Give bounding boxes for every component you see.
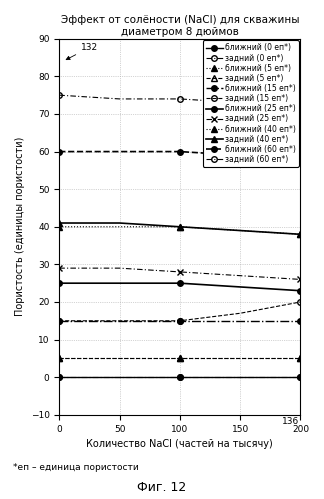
- ближний (15 еп*): [118, 318, 122, 324]
- Y-axis label: Пористость (единицы пористости): Пористость (единицы пористости): [15, 137, 25, 316]
- Line: ближний (40 еп*): ближний (40 еп*): [56, 224, 303, 237]
- ближний (0 еп*): [118, 374, 122, 380]
- ближний (25 еп*): [298, 288, 302, 294]
- задний (15 еп*): [57, 318, 61, 324]
- задний (25 еп*): [178, 269, 182, 275]
- Line: задний (0 еп*): задний (0 еп*): [56, 374, 303, 380]
- Line: задний (25 еп*): задний (25 еп*): [56, 265, 303, 282]
- Text: 132: 132: [66, 43, 98, 59]
- задний (0 еп*): [178, 374, 182, 380]
- задний (15 еп*): [298, 299, 302, 305]
- ближний (25 еп*): [178, 280, 182, 286]
- задний (40 еп*): [238, 228, 242, 234]
- ближний (25 еп*): [238, 284, 242, 290]
- ближний (0 еп*): [298, 374, 302, 380]
- задний (60 еп*): [57, 92, 61, 98]
- ближний (60 еп*): [118, 149, 122, 155]
- ближний (40 еп*): [57, 224, 61, 230]
- Text: *еп – единица пористости: *еп – единица пористости: [13, 463, 139, 472]
- ближний (25 еп*): [57, 280, 61, 286]
- ближний (0 еп*): [238, 374, 242, 380]
- задний (60 еп*): [298, 107, 302, 113]
- Line: задний (5 еп*): задний (5 еп*): [56, 356, 303, 361]
- ближний (5 еп*): [238, 355, 242, 361]
- задний (0 еп*): [298, 374, 302, 380]
- Line: задний (40 еп*): задний (40 еп*): [56, 220, 303, 237]
- ближний (15 еп*): [298, 318, 302, 324]
- ближний (5 еп*): [178, 355, 182, 361]
- ближний (60 еп*): [238, 152, 242, 158]
- Line: задний (60 еп*): задний (60 еп*): [56, 92, 303, 113]
- задний (15 еп*): [238, 310, 242, 316]
- Line: ближний (60 еп*): ближний (60 еп*): [56, 149, 303, 162]
- задний (40 еп*): [178, 224, 182, 230]
- Line: ближний (5 еп*): ближний (5 еп*): [56, 356, 303, 361]
- задний (5 еп*): [57, 355, 61, 361]
- задний (40 еп*): [298, 232, 302, 238]
- задний (40 еп*): [118, 220, 122, 226]
- задний (25 еп*): [298, 276, 302, 282]
- задний (60 еп*): [238, 100, 242, 106]
- ближний (15 еп*): [238, 318, 242, 324]
- ближний (5 еп*): [298, 355, 302, 361]
- Text: 136: 136: [282, 417, 300, 426]
- задний (15 еп*): [178, 318, 182, 324]
- Line: ближний (15 еп*): ближний (15 еп*): [56, 318, 303, 323]
- задний (25 еп*): [57, 265, 61, 271]
- ближний (5 еп*): [118, 355, 122, 361]
- ближний (0 еп*): [57, 374, 61, 380]
- задний (15 еп*): [118, 318, 122, 324]
- ближний (60 еп*): [298, 156, 302, 162]
- ближний (40 еп*): [178, 224, 182, 230]
- задний (5 еп*): [118, 355, 122, 361]
- задний (60 еп*): [118, 96, 122, 102]
- Line: задний (15 еп*): задний (15 еп*): [56, 299, 303, 323]
- ближний (0 еп*): [178, 374, 182, 380]
- ближний (5 еп*): [57, 355, 61, 361]
- задний (0 еп*): [238, 374, 242, 380]
- X-axis label: Количество NaCl (частей на тысячу): Количество NaCl (частей на тысячу): [87, 439, 273, 449]
- ближний (60 еп*): [57, 149, 61, 155]
- задний (40 еп*): [57, 220, 61, 226]
- задний (5 еп*): [238, 355, 242, 361]
- ближний (60 еп*): [178, 149, 182, 155]
- задний (5 еп*): [298, 355, 302, 361]
- задний (60 еп*): [178, 96, 182, 102]
- задний (5 еп*): [178, 355, 182, 361]
- Line: ближний (25 еп*): ближний (25 еп*): [56, 280, 303, 293]
- задний (25 еп*): [238, 272, 242, 278]
- Text: Фиг. 12: Фиг. 12: [137, 481, 187, 494]
- задний (0 еп*): [118, 374, 122, 380]
- задний (0 еп*): [57, 374, 61, 380]
- Line: ближний (0 еп*): ближний (0 еп*): [56, 374, 303, 380]
- ближний (40 еп*): [118, 224, 122, 230]
- ближний (15 еп*): [57, 318, 61, 324]
- ближний (40 еп*): [298, 232, 302, 238]
- Title: Эффект от солёности (NaCl) для скважины
диаметром 8 дюймов: Эффект от солёности (NaCl) для скважины …: [61, 15, 299, 36]
- задний (25 еп*): [118, 265, 122, 271]
- ближний (40 еп*): [238, 228, 242, 234]
- ближний (25 еп*): [118, 280, 122, 286]
- ближний (15 еп*): [178, 318, 182, 324]
- Legend: ближний (0 еп*), задний (0 еп*), ближний (5 еп*), задний (5 еп*), ближний (15 еп: ближний (0 еп*), задний (0 еп*), ближний…: [203, 40, 299, 167]
